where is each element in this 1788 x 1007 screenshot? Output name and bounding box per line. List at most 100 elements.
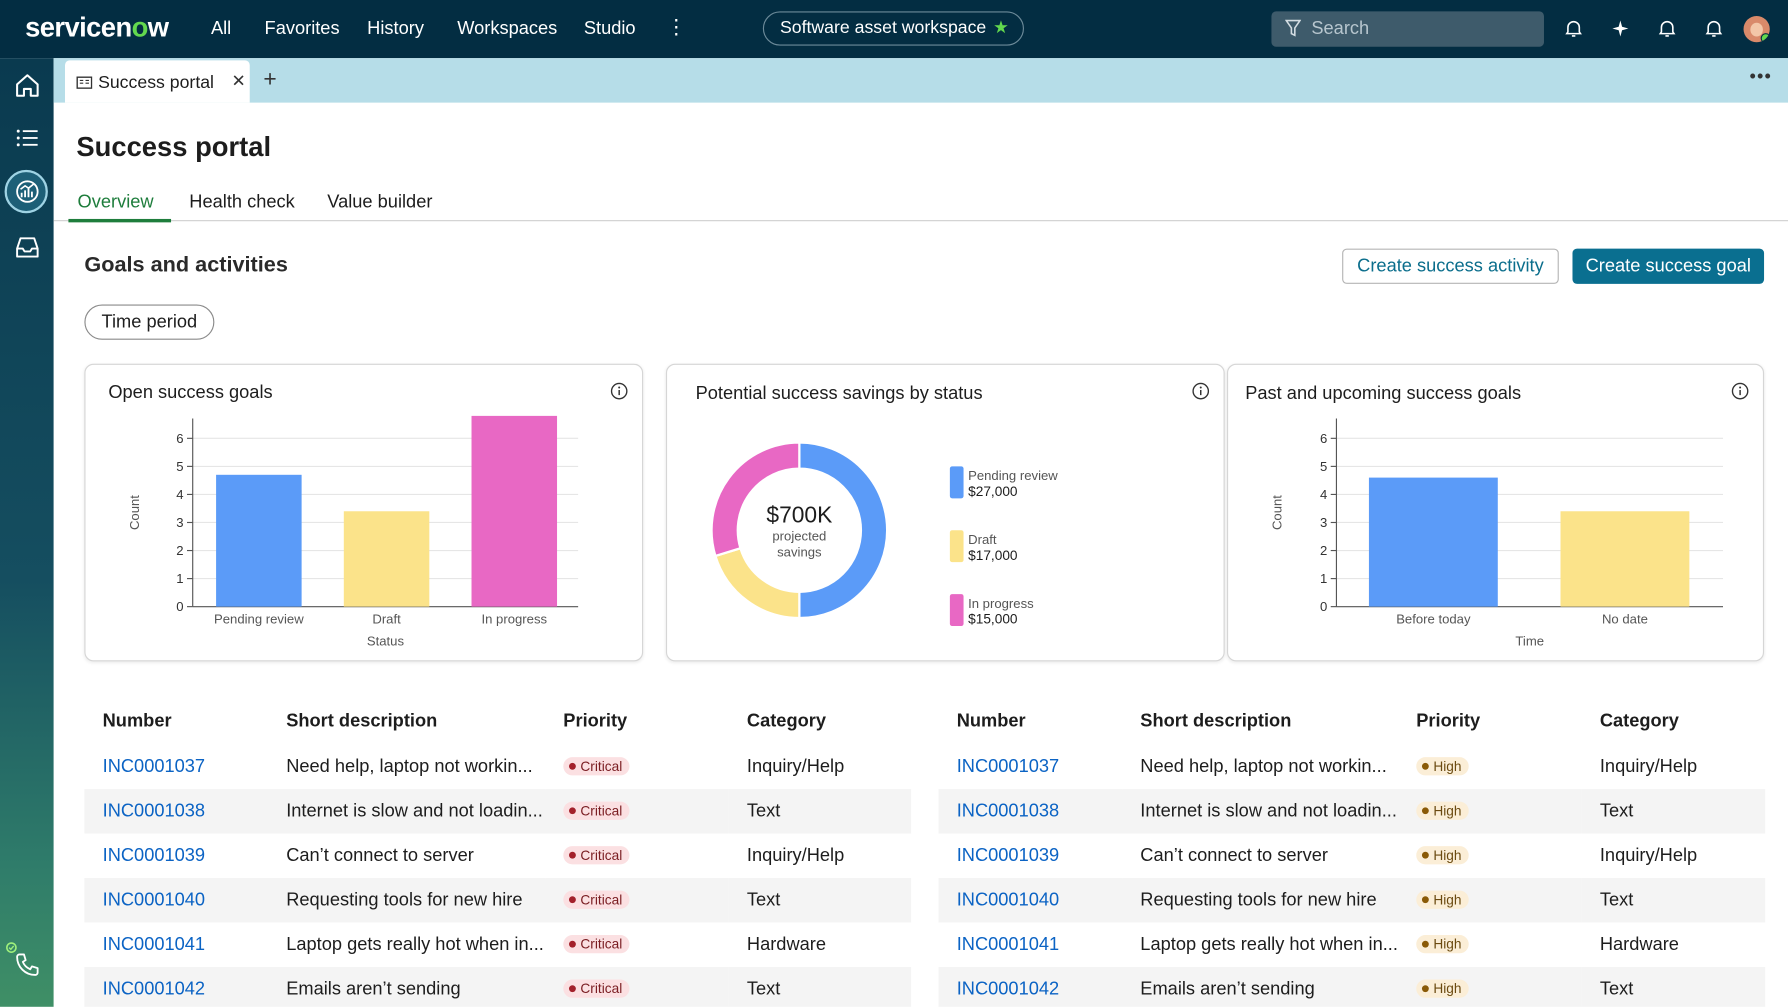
incidents-table-high: Number Short description Priority Catego… xyxy=(938,699,1766,1007)
cell-priority: Critical xyxy=(545,745,729,789)
priority-dot-icon xyxy=(1421,763,1429,771)
incident-link[interactable]: INC0001038 xyxy=(956,801,1060,821)
favorite-star-icon[interactable]: ★ xyxy=(993,18,1009,38)
table-row[interactable]: INC0001038 Internet is slow and not loadi… xyxy=(938,789,1766,834)
priority-dot-icon xyxy=(1421,852,1429,859)
cell-number: INC0001042 xyxy=(938,966,1123,1007)
phone-icon[interactable] xyxy=(14,951,41,978)
user-avatar[interactable] xyxy=(1743,15,1770,43)
home-icon[interactable] xyxy=(14,72,41,99)
cell-short-description: Can’t connect to server xyxy=(286,845,474,865)
tab-health-check[interactable]: Health check xyxy=(189,192,295,213)
tab-success-portal[interactable]: Success portal ✕ xyxy=(64,60,250,103)
cell-short-description: Internet is slow and not loadin... xyxy=(267,789,546,834)
info-icon[interactable] xyxy=(610,382,628,400)
cell-category: Inquiry/Help xyxy=(746,845,845,865)
close-tab-icon[interactable]: ✕ xyxy=(231,71,246,92)
x-tick-label: Draft xyxy=(372,612,401,627)
incident-link[interactable]: INC0001041 xyxy=(956,934,1060,954)
header-priority[interactable]: Priority xyxy=(1416,711,1481,731)
donut-center-label: projected xyxy=(772,529,826,544)
table-row[interactable]: INC0001042 Emails aren’t sending Critical T… xyxy=(84,966,912,1007)
donut-center-value: $700K xyxy=(766,501,832,527)
x-tick-label: No date xyxy=(1602,612,1648,627)
table-row[interactable]: INC0001041 Laptop gets really hot when in… xyxy=(938,923,1765,967)
messages-bell-icon[interactable] xyxy=(1704,18,1725,39)
table-row[interactable]: INC0001039 Can’t connect to server Critica… xyxy=(84,834,911,878)
priority-label: High xyxy=(1433,892,1462,908)
incident-link[interactable]: INC0001037 xyxy=(956,756,1060,776)
incident-link[interactable]: INC0001039 xyxy=(102,845,206,865)
priority-dot-icon xyxy=(1421,896,1429,904)
workspace-selector[interactable]: Software asset workspace ★ xyxy=(762,11,1024,46)
legend-label: Pending review xyxy=(968,468,1058,483)
incident-link[interactable]: INC0001042 xyxy=(956,978,1060,999)
nav-all[interactable]: All xyxy=(210,19,232,39)
list-icon[interactable] xyxy=(14,124,41,151)
workspace-name: Software asset workspace xyxy=(779,18,987,38)
table-row[interactable]: INC0001041 Laptop gets really hot when in… xyxy=(84,923,911,967)
incident-link[interactable]: INC0001041 xyxy=(102,934,206,954)
priority-badge: High xyxy=(1416,935,1469,954)
tab-overview[interactable]: Overview xyxy=(77,192,154,213)
table-row[interactable]: INC0001040 Requesting tools for new hire C… xyxy=(84,878,912,923)
header-priority[interactable]: Priority xyxy=(563,711,628,731)
create-success-activity-button[interactable]: Create success activity xyxy=(1342,248,1559,284)
header-number[interactable]: Number xyxy=(956,711,1026,731)
nav-studio[interactable]: Studio xyxy=(583,19,636,39)
cell-category: Hardware xyxy=(746,934,826,954)
table-row[interactable]: INC0001042 Emails aren’t sending High Text xyxy=(938,966,1766,1007)
success-dashboard-icon[interactable] xyxy=(14,178,41,205)
incident-link[interactable]: INC0001038 xyxy=(102,801,206,821)
new-tab-icon[interactable]: + xyxy=(263,67,277,93)
priority-label: Critical xyxy=(580,758,623,775)
incident-link[interactable]: INC0001037 xyxy=(102,756,206,776)
slice-in-progress xyxy=(710,441,801,558)
table-row[interactable]: INC0001039 Can’t connect to server High Inq… xyxy=(938,834,1765,878)
header-short-description[interactable]: Short description xyxy=(286,711,438,731)
table-row[interactable]: INC0001038 Internet is slow and not loadi… xyxy=(84,789,912,834)
x-tick-label: Before today xyxy=(1396,612,1471,627)
past-upcoming-chart: 0 1 2 3 4 5 6 Before today No date Time Count xyxy=(1270,418,1724,648)
create-success-goal-button[interactable]: Create success goal xyxy=(1572,248,1765,284)
time-period-filter[interactable]: Time period xyxy=(84,304,215,340)
cell-short-description: Emails aren’t sending xyxy=(267,966,546,1007)
cell-short-description: Can’t connect to server xyxy=(1140,845,1328,865)
priority-dot-icon xyxy=(569,763,576,771)
more-menu-icon[interactable]: ⋮ xyxy=(665,15,687,39)
tab-overflow-icon[interactable]: ••• xyxy=(1749,67,1773,87)
sparkle-icon[interactable] xyxy=(1610,18,1631,39)
nav-history[interactable]: History xyxy=(367,19,424,39)
header-short-description[interactable]: Short description xyxy=(1140,711,1292,731)
info-icon[interactable] xyxy=(1731,382,1749,400)
cell-priority: High xyxy=(1398,834,1582,878)
table-row[interactable]: INC0001037 Need help, laptop not workin..… xyxy=(938,745,1765,789)
cell-category: Text xyxy=(728,878,912,923)
nav-workspaces[interactable]: Workspaces xyxy=(457,19,558,39)
cell-short-description: Emails aren’t sending xyxy=(1122,966,1399,1007)
incident-link[interactable]: INC0001040 xyxy=(956,890,1060,910)
table-row[interactable]: INC0001040 Requesting tools for new hire H… xyxy=(938,878,1766,923)
legend-value: $15,000 xyxy=(968,612,1018,627)
header-category[interactable]: Category xyxy=(1599,711,1679,731)
header-number[interactable]: Number xyxy=(102,711,172,731)
info-icon[interactable] xyxy=(1192,382,1210,400)
cell-short-description: Need help, laptop not workin... xyxy=(1140,756,1387,776)
tab-value-builder[interactable]: Value builder xyxy=(327,192,433,213)
cell-number: INC0001037 xyxy=(938,745,1122,789)
servicenow-logo[interactable]: servicenow xyxy=(25,12,169,44)
table-row[interactable]: INC0001037 Need help, laptop not workin..… xyxy=(84,745,911,789)
header-category[interactable]: Category xyxy=(746,711,826,731)
incident-link[interactable]: INC0001042 xyxy=(102,978,206,999)
notification-bell-icon[interactable] xyxy=(1563,18,1584,39)
y-axis-title: Count xyxy=(1270,495,1285,530)
inbox-icon[interactable] xyxy=(14,234,41,261)
incident-link[interactable]: INC0001040 xyxy=(102,890,206,910)
card-past-upcoming-goals: 0 1 2 3 4 5 6 Before today No date Time Count Past… xyxy=(1226,363,1765,662)
cell-priority: Critical xyxy=(545,878,729,923)
search-input[interactable]: Search xyxy=(1271,11,1544,47)
incident-link[interactable]: INC0001039 xyxy=(956,845,1060,865)
nav-favorites[interactable]: Favorites xyxy=(264,19,340,39)
x-axis-title: Status xyxy=(367,633,405,648)
alerts-bell-icon[interactable] xyxy=(1657,18,1678,39)
